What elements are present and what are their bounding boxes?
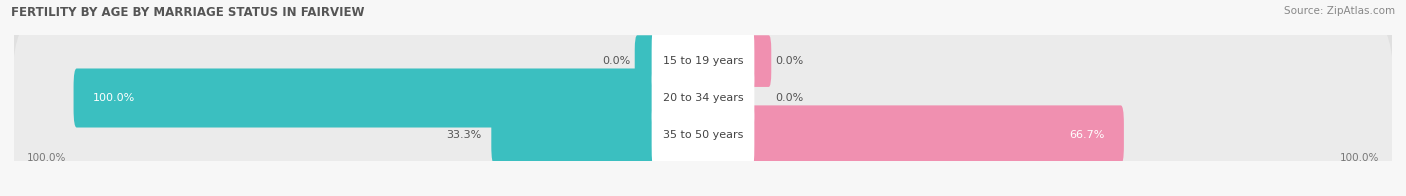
Text: Source: ZipAtlas.com: Source: ZipAtlas.com [1284,6,1395,16]
FancyBboxPatch shape [491,105,662,164]
FancyBboxPatch shape [651,44,755,152]
Text: FERTILITY BY AGE BY MARRIAGE STATUS IN FAIRVIEW: FERTILITY BY AGE BY MARRIAGE STATUS IN F… [11,6,364,19]
FancyBboxPatch shape [11,27,1395,196]
FancyBboxPatch shape [651,81,755,189]
Text: 33.3%: 33.3% [447,130,482,140]
FancyBboxPatch shape [744,105,1123,164]
FancyBboxPatch shape [11,0,1395,169]
Text: 66.7%: 66.7% [1070,130,1105,140]
Text: 0.0%: 0.0% [775,56,803,66]
Text: 20 to 34 years: 20 to 34 years [662,93,744,103]
Text: 100.0%: 100.0% [27,153,66,163]
Text: 0.0%: 0.0% [603,56,631,66]
FancyBboxPatch shape [634,35,662,87]
Text: 100.0%: 100.0% [1340,153,1379,163]
Text: 35 to 50 years: 35 to 50 years [662,130,744,140]
FancyBboxPatch shape [73,68,662,128]
FancyBboxPatch shape [11,0,1395,196]
Text: 100.0%: 100.0% [93,93,135,103]
Text: 15 to 19 years: 15 to 19 years [662,56,744,66]
FancyBboxPatch shape [651,7,755,115]
FancyBboxPatch shape [744,35,772,87]
Text: 0.0%: 0.0% [775,93,803,103]
